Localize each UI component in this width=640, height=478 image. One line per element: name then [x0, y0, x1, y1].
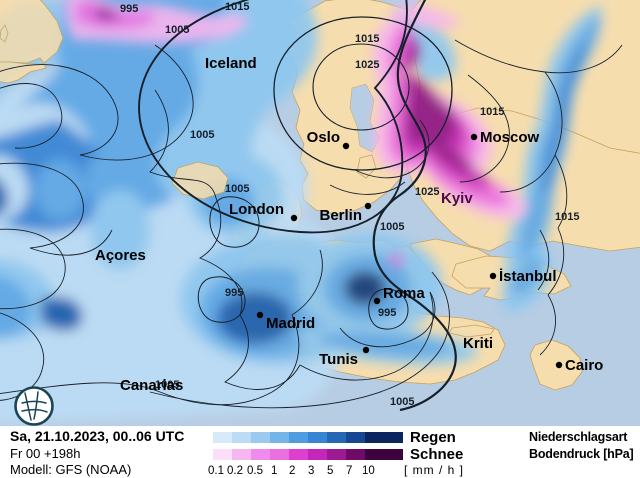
svg-text:1015: 1015	[355, 33, 379, 45]
svg-text:1005: 1005	[390, 396, 414, 408]
svg-text:İstanbul: İstanbul	[499, 268, 557, 285]
svg-text:0.1: 0.1	[208, 465, 224, 477]
svg-text:Canarias: Canarias	[120, 377, 183, 394]
svg-text:1005: 1005	[190, 129, 214, 141]
svg-text:Cairo: Cairo	[565, 357, 603, 374]
svg-text:Kyiv: Kyiv	[441, 190, 473, 207]
svg-text:1: 1	[271, 465, 277, 477]
svg-text:7: 7	[346, 465, 352, 477]
svg-text:Açores: Açores	[95, 247, 146, 264]
svg-text:1015: 1015	[555, 211, 579, 223]
svg-text:995: 995	[120, 3, 138, 15]
svg-text:0.5: 0.5	[247, 465, 263, 477]
svg-text:0.2: 0.2	[227, 465, 243, 477]
svg-text:1005: 1005	[165, 24, 189, 36]
svg-text:995: 995	[225, 287, 243, 299]
svg-text:1025: 1025	[355, 59, 379, 71]
svg-text:1005: 1005	[225, 183, 249, 195]
svg-text:1005: 1005	[380, 221, 404, 233]
svg-text:London: London	[229, 201, 284, 218]
svg-text:Tunis: Tunis	[319, 351, 358, 368]
svg-text:Roma: Roma	[383, 285, 425, 302]
svg-text:Moscow: Moscow	[480, 129, 540, 146]
svg-text:2: 2	[289, 465, 295, 477]
svg-text:Kriti: Kriti	[463, 335, 493, 352]
svg-text:5: 5	[327, 465, 333, 477]
svg-text:10: 10	[362, 465, 375, 477]
svg-text:Madrid: Madrid	[266, 315, 315, 332]
svg-text:Oslo: Oslo	[307, 129, 340, 146]
svg-text:1015: 1015	[480, 106, 504, 118]
svg-text:995: 995	[378, 307, 396, 319]
svg-text:3: 3	[308, 465, 314, 477]
svg-text:Iceland: Iceland	[205, 55, 257, 72]
svg-text:1025: 1025	[415, 186, 439, 198]
svg-text:Berlin: Berlin	[319, 207, 362, 224]
